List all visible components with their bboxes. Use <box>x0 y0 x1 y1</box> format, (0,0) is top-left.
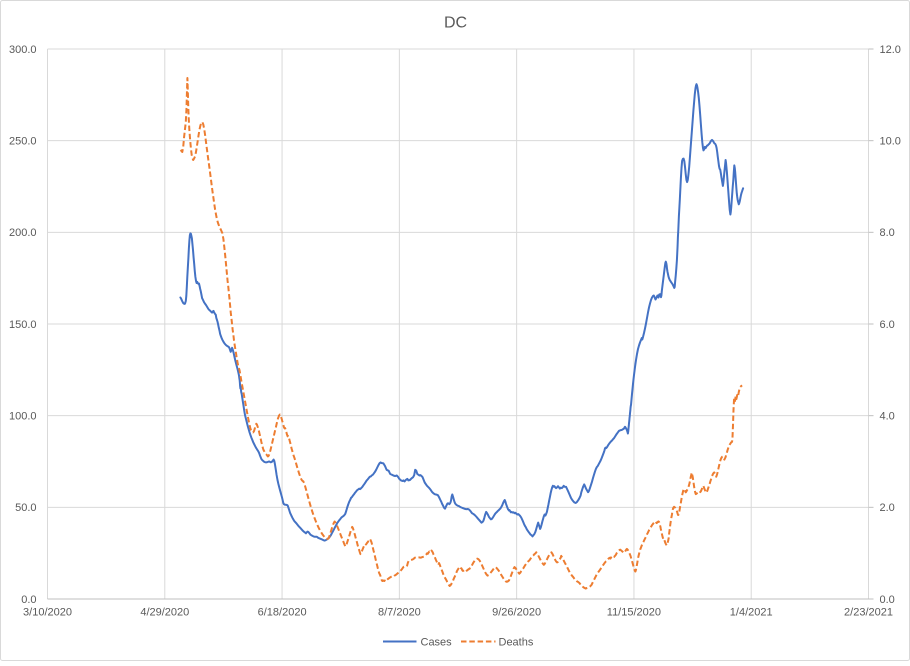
svg-text:300.0: 300.0 <box>9 44 37 56</box>
svg-text:100.0: 100.0 <box>9 411 37 423</box>
svg-text:11/15/2020: 11/15/2020 <box>607 607 661 619</box>
svg-text:8.0: 8.0 <box>880 227 895 239</box>
svg-text:9/26/2020: 9/26/2020 <box>492 607 541 619</box>
svg-text:Deaths: Deaths <box>499 636 534 648</box>
svg-text:0.0: 0.0 <box>880 594 895 606</box>
svg-text:6.0: 6.0 <box>880 319 895 331</box>
svg-text:6/18/2020: 6/18/2020 <box>258 607 307 619</box>
svg-text:4/29/2020: 4/29/2020 <box>140 607 189 619</box>
svg-text:2.0: 2.0 <box>880 502 895 514</box>
svg-text:2/23/2021: 2/23/2021 <box>844 607 893 619</box>
svg-text:3/10/2020: 3/10/2020 <box>23 607 72 619</box>
svg-text:200.0: 200.0 <box>9 227 37 239</box>
svg-text:Cases: Cases <box>421 636 453 648</box>
svg-text:10.0: 10.0 <box>880 136 901 148</box>
svg-text:DC: DC <box>444 15 467 32</box>
svg-text:1/4/2021: 1/4/2021 <box>730 607 773 619</box>
svg-text:0.0: 0.0 <box>21 594 36 606</box>
svg-text:4.0: 4.0 <box>880 411 895 423</box>
svg-text:8/7/2020: 8/7/2020 <box>378 607 421 619</box>
svg-text:150.0: 150.0 <box>9 319 37 331</box>
svg-text:250.0: 250.0 <box>9 136 37 148</box>
svg-text:12.0: 12.0 <box>880 44 901 56</box>
svg-text:50.0: 50.0 <box>15 502 36 514</box>
